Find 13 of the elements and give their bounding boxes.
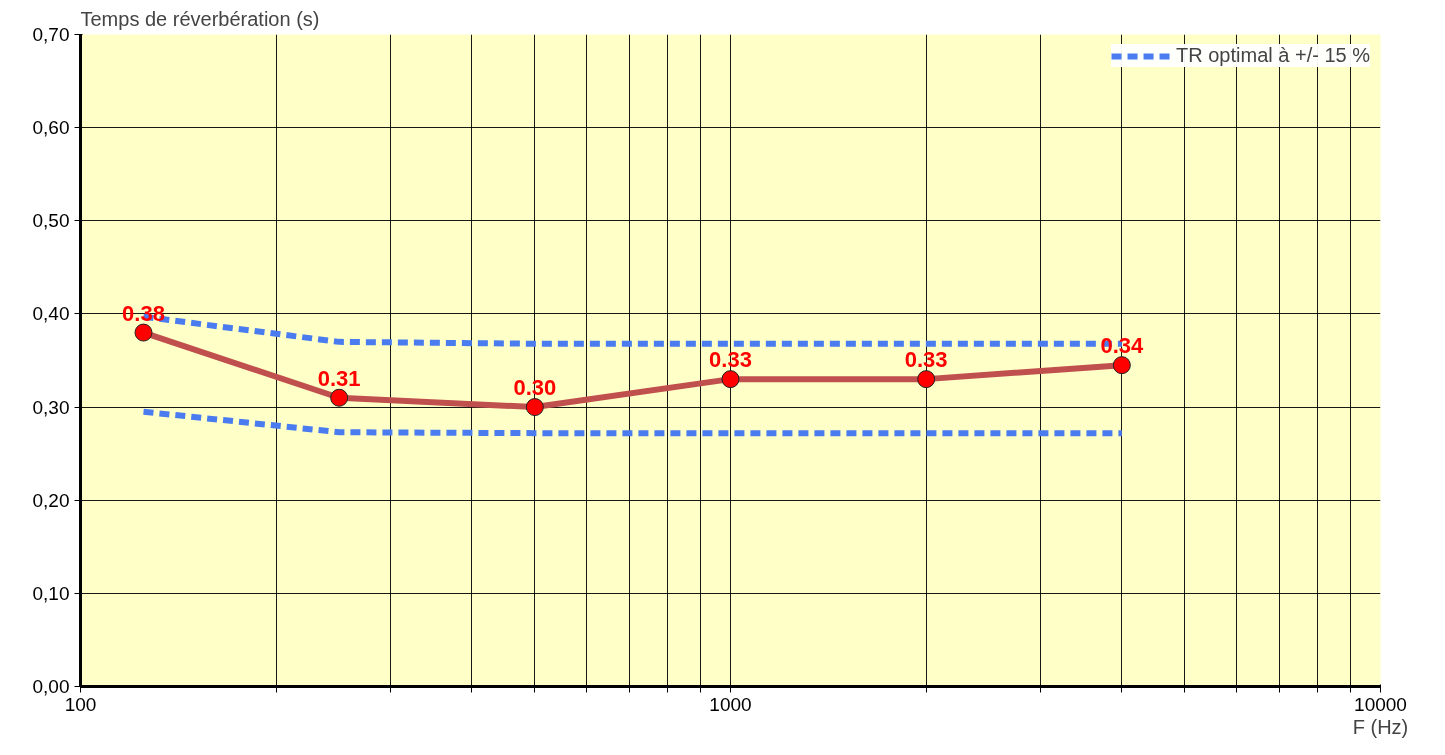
y-tick-label: 0,30	[32, 396, 70, 418]
legend-label: TR optimal à +/- 15 %	[1176, 44, 1370, 67]
y-tick-label: 0,50	[32, 210, 70, 232]
x-axis-title: F (Hz)	[1352, 715, 1409, 738]
y-axis-title: Temps de réverbération (s)	[80, 7, 320, 30]
x-tick-label: 1000	[709, 693, 752, 715]
y-tick-label: 0,20	[32, 489, 70, 511]
y-tick-label: 0,10	[32, 582, 70, 604]
y-tick-label: 0,40	[32, 303, 70, 325]
x-tick-label: 10000	[1354, 693, 1407, 715]
data-label: 0.31	[317, 365, 361, 391]
y-tick-label: 0,60	[32, 117, 70, 139]
y-tick-label: 0,70	[32, 24, 70, 45]
